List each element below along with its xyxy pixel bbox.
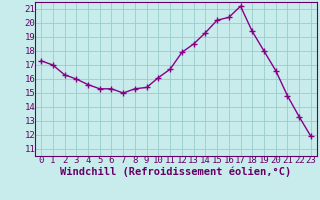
X-axis label: Windchill (Refroidissement éolien,°C): Windchill (Refroidissement éolien,°C) [60, 166, 292, 177]
